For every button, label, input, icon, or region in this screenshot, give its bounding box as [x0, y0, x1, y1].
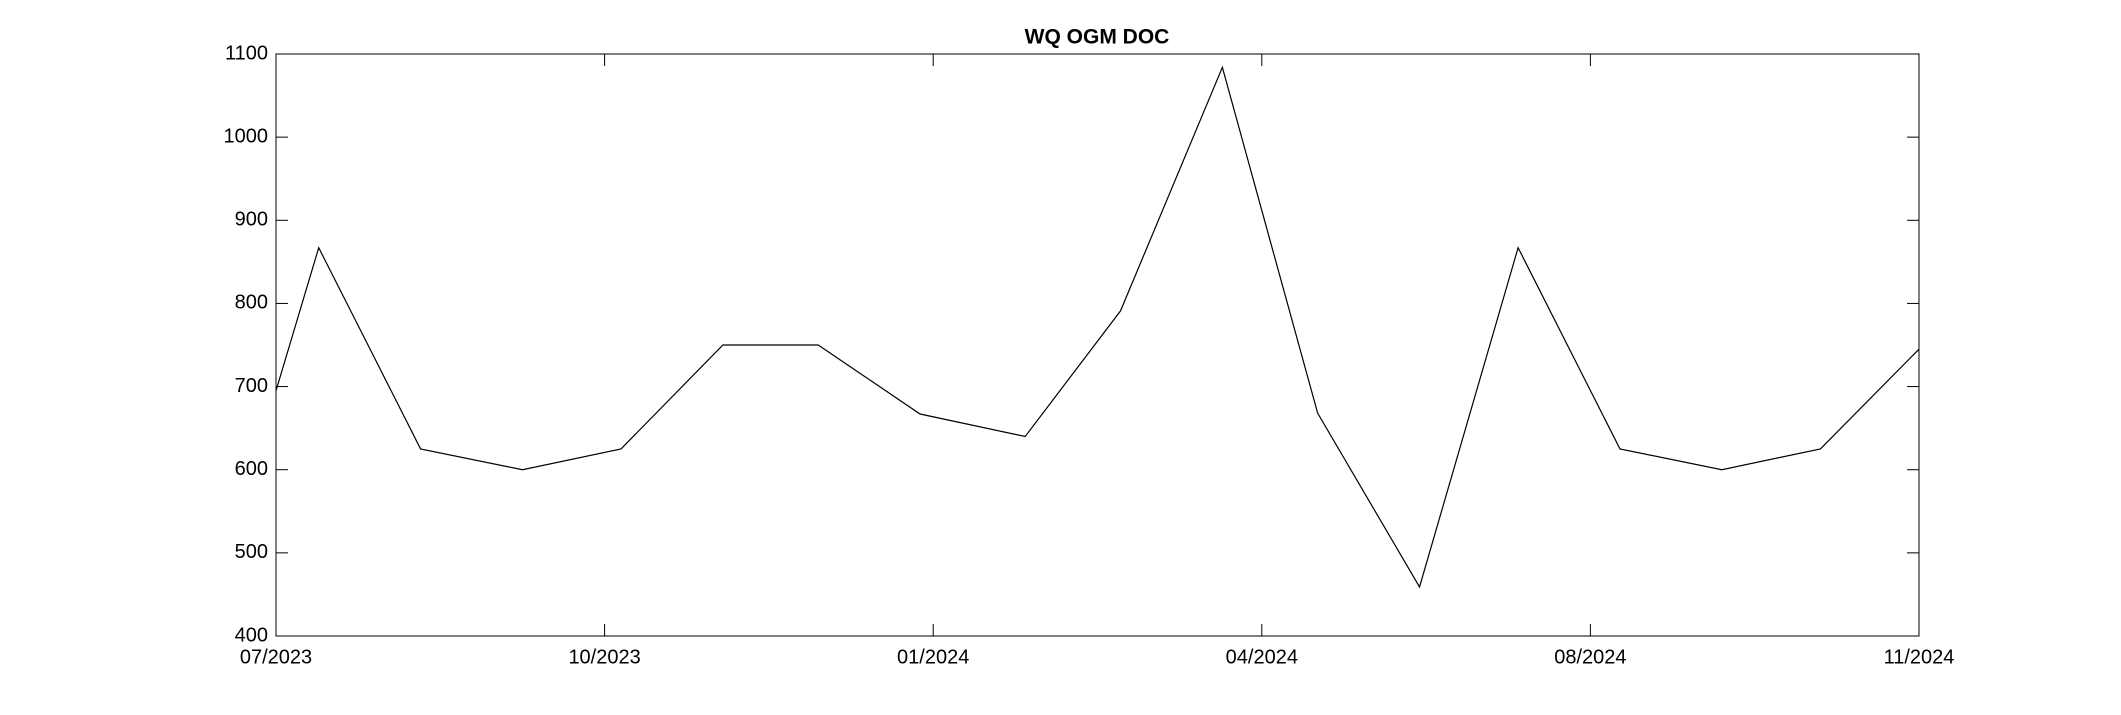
y-tick-label: 500 — [235, 541, 268, 563]
data-line — [275, 65, 1920, 589]
y-tick-label: 1000 — [224, 125, 269, 147]
x-tick-label: 04/2024 — [1226, 646, 1298, 668]
x-tick-label: 11/2024 — [1884, 646, 1955, 668]
y-tick-label: 400 — [235, 624, 268, 646]
y-tick-label: 700 — [235, 375, 268, 397]
chart-title: WQ OGM DOC — [1025, 26, 1170, 49]
x-tick-label: 10/2023 — [568, 646, 640, 668]
x-tick-label: 08/2024 — [1554, 646, 1626, 668]
y-tick-label: 600 — [235, 458, 268, 480]
y-tick-label: 900 — [235, 209, 268, 231]
x-tick-label: 07/2023 — [240, 646, 312, 668]
y-tick-label: 800 — [235, 292, 268, 314]
plot-frame — [275, 53, 1920, 637]
x-tick-label: 01/2024 — [897, 646, 969, 668]
y-tick-label: 1100 — [225, 42, 268, 64]
